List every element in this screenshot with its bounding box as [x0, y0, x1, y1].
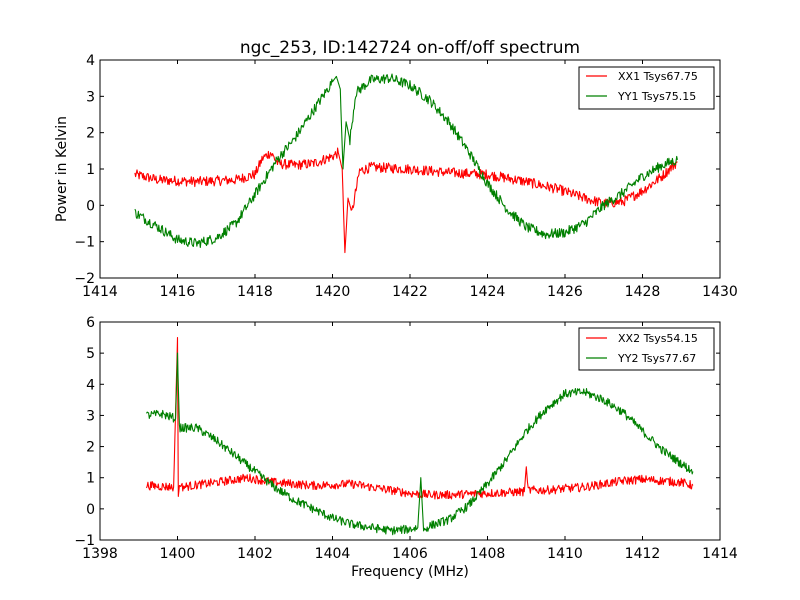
y-axis-label: Power in Kelvin [54, 116, 70, 222]
top-legend-label-yy1: YY1 Tsys75.15 [617, 90, 696, 103]
top-legend-box [578, 66, 715, 110]
bottom-plot-ticks: 1398 1400 1402 1404 1406 1408 1410 1412 1414 −1 0 1… [74, 315, 738, 562]
top-ytick-label: 2 [86, 126, 95, 142]
bottom-ytick-label: −1 [74, 533, 95, 549]
bottom-ytick-label: 0 [86, 502, 95, 518]
bottom-xtick-label: 1414 [702, 546, 738, 562]
bottom-xtick-label: 1412 [625, 546, 661, 562]
bottom-legend-label-xx2: XX2 Tsys54.15 [618, 332, 698, 345]
bottom-ytick-label: 2 [86, 440, 95, 456]
bottom-plot-series [145, 337, 694, 536]
top-ytick-label: −2 [74, 271, 95, 287]
top-legend: XX1 Tsys67.75 YY1 Tsys75.15 [578, 66, 715, 110]
top-plot: 1414 1416 1418 1420 1422 1424 1426 1428 1430−2−1… [74, 53, 737, 300]
chart-title: ngc_253, ID:142724 on-off/off spectrum [240, 38, 580, 58]
bottom-ytick-label: 6 [86, 315, 95, 331]
top-xtick-label: 1424 [470, 284, 506, 300]
bottom-xtick-label: 1402 [237, 546, 273, 562]
bottom-legend: XX2 Tsys54.15 YY2 Tsys77.67 [578, 327, 715, 371]
top-xtick-label: 1418 [237, 284, 273, 300]
bottom-xtick-label: 1410 [547, 546, 583, 562]
bottom-ytick-label: 3 [86, 408, 95, 424]
top-plot-series [134, 73, 678, 254]
top-series-xx-line [134, 147, 678, 254]
bottom-xtick-label: 1400 [160, 546, 196, 562]
bottom-ytick-label: 4 [86, 377, 95, 393]
top-xtick-label: 1420 [315, 284, 351, 300]
top-ytick-label: 4 [86, 53, 95, 69]
top-xtick-label: 1426 [547, 284, 583, 300]
bottom-plot: 1398 1400 1402 1404 1406 1408 1410 1412 1414 −1 0 1… [74, 315, 738, 562]
bottom-legend-label-yy2: YY2 Tsys77.67 [617, 352, 696, 365]
bottom-ytick-label: 1 [86, 471, 95, 487]
bottom-xtick-label: 1408 [470, 546, 506, 562]
bottom-xtick-label: 1398 [82, 546, 118, 562]
top-ytick-label: 1 [86, 162, 95, 178]
top-xtick-label: 1414 [82, 284, 118, 300]
bottom-xtick-label: 1404 [315, 546, 351, 562]
top-xtick-label: 1416 [160, 284, 196, 300]
bottom-ytick-label: 5 [86, 346, 95, 362]
top-xtick-label: 1430 [702, 284, 738, 300]
bottom-series-yy-line [146, 352, 694, 536]
bottom-xtick-label: 1406 [392, 546, 428, 562]
bottom-legend-box [578, 327, 715, 371]
top-xtick-label: 1428 [625, 284, 661, 300]
top-plot-ticks: 1414 1416 1418 1420 1422 1424 1426 1428 1430−2−1… [74, 53, 737, 300]
x-axis-label: Frequency (MHz) [351, 564, 469, 580]
top-ytick-label: 3 [86, 89, 95, 105]
top-ytick-label: −1 [74, 235, 95, 251]
top-legend-label-xx1: XX1 Tsys67.75 [618, 70, 698, 83]
top-xtick-label: 1422 [392, 284, 428, 300]
top-ytick-label: 0 [86, 198, 95, 214]
top-series-yy-line [134, 73, 678, 248]
